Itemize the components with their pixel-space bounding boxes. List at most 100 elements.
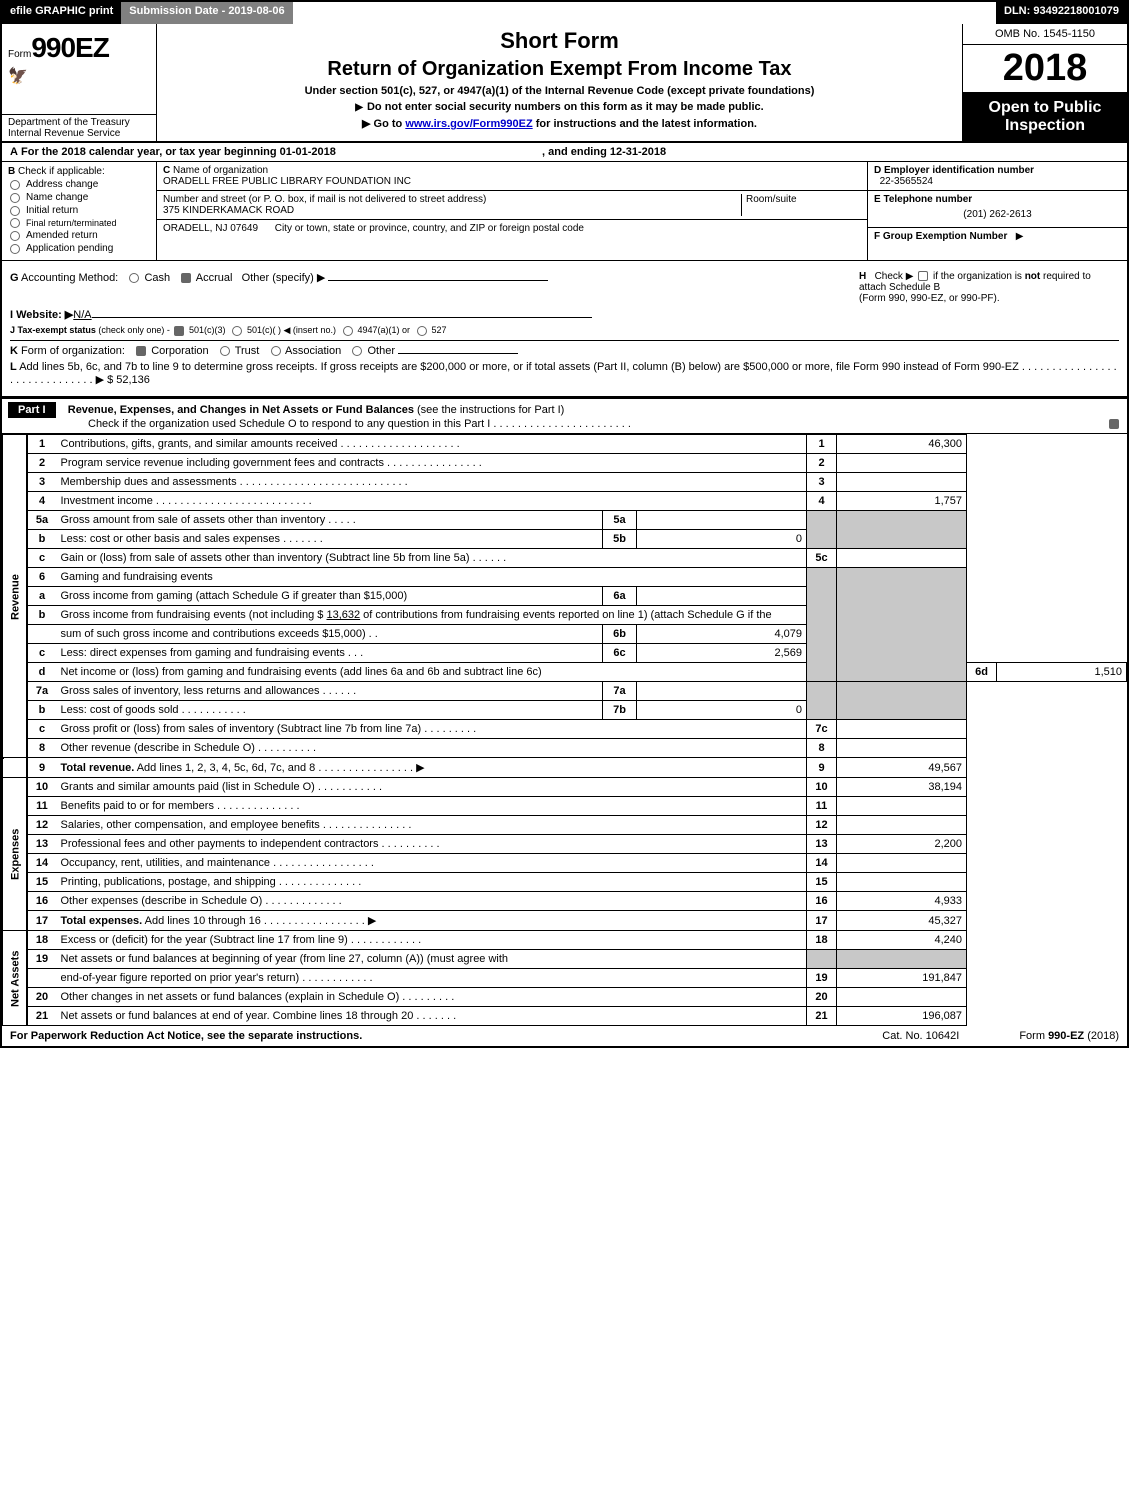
box-val bbox=[837, 816, 967, 835]
shade-cell bbox=[837, 682, 967, 720]
table-row: 8 Other revenue (describe in Schedule O)… bbox=[3, 739, 1127, 758]
amended-return-checkbox[interactable] bbox=[10, 231, 20, 241]
section-c: C Name of organization ORADELL FREE PUBL… bbox=[157, 162, 867, 260]
dept-line2: Internal Revenue Service bbox=[8, 128, 150, 139]
line-num: 18 bbox=[27, 931, 57, 950]
cat-no: Cat. No. 10642I bbox=[882, 1030, 959, 1042]
line-num: 3 bbox=[27, 473, 57, 492]
line-desc: Other changes in net assets or fund bala… bbox=[57, 988, 807, 1007]
line-num: b bbox=[27, 530, 57, 549]
sidecat-spacer bbox=[3, 758, 27, 778]
k-assoc-checkbox[interactable] bbox=[271, 346, 281, 356]
j-501c3-checkbox[interactable] bbox=[174, 326, 184, 336]
mini-num: 5b bbox=[603, 530, 637, 549]
box-num: 2 bbox=[807, 454, 837, 473]
j-opt2: 501(c)( ) ◀ (insert no.) bbox=[247, 325, 336, 335]
other-specify-input[interactable] bbox=[328, 280, 548, 281]
form-number: 990EZ bbox=[31, 32, 109, 63]
k-other-checkbox[interactable] bbox=[352, 346, 362, 356]
box-num: 15 bbox=[807, 873, 837, 892]
line-num: c bbox=[27, 549, 57, 568]
j-4947-checkbox[interactable] bbox=[343, 326, 353, 336]
line-a-label: A bbox=[10, 146, 18, 158]
line-h: H Check ▶ if the organization is not req… bbox=[859, 271, 1119, 304]
line-num: 4 bbox=[27, 492, 57, 511]
footer-form-label: Form bbox=[1019, 1030, 1048, 1042]
line-num: 5a bbox=[27, 511, 57, 530]
line-num: d bbox=[27, 663, 57, 682]
h-not: not bbox=[1025, 271, 1041, 282]
j-527-checkbox[interactable] bbox=[417, 326, 427, 336]
mini-num: 5a bbox=[603, 511, 637, 530]
k-other-input[interactable] bbox=[398, 353, 518, 354]
line-desc: Less: direct expenses from gaming and fu… bbox=[57, 644, 603, 663]
mini-val: 0 bbox=[637, 530, 807, 549]
ein-value: 22-3565524 bbox=[880, 176, 933, 187]
line-l: L Add lines 5b, 6c, and 7b to line 9 to … bbox=[10, 361, 1119, 386]
line-desc: Gross income from gaming (attach Schedul… bbox=[57, 587, 603, 606]
box-num: 10 bbox=[807, 778, 837, 797]
table-row: 20 Other changes in net assets or fund b… bbox=[3, 988, 1127, 1007]
application-pending-checkbox[interactable] bbox=[10, 244, 20, 254]
accrual-radio[interactable] bbox=[181, 273, 191, 283]
box-num: 6d bbox=[967, 663, 997, 682]
k-trust-checkbox[interactable] bbox=[220, 346, 230, 356]
name-change-checkbox[interactable] bbox=[10, 193, 20, 203]
city-value: ORADELL, NJ 07649 bbox=[163, 223, 258, 234]
box-val bbox=[837, 739, 967, 758]
j-sub: (check only one) - bbox=[98, 325, 170, 335]
line-desc: Gaming and fundraising events bbox=[57, 568, 807, 587]
table-row: Revenue 1 Contributions, gifts, grants, … bbox=[3, 435, 1127, 454]
footer-form-number: 990-EZ bbox=[1048, 1030, 1084, 1042]
under-section: Under section 501(c), 527, or 4947(a)(1)… bbox=[165, 85, 954, 97]
line-desc: Less: cost or other basis and sales expe… bbox=[57, 530, 603, 549]
total-exp-desc: Add lines 10 through 16 . . . . . . . . … bbox=[142, 915, 376, 927]
address-change-checkbox[interactable] bbox=[10, 180, 20, 190]
box-num: 19 bbox=[807, 969, 837, 988]
tax-year: 2018 bbox=[963, 45, 1127, 93]
line-desc: Gross sales of inventory, less returns a… bbox=[57, 682, 603, 701]
l-label: L bbox=[10, 361, 17, 373]
box-val: 2,200 bbox=[837, 835, 967, 854]
line-num: 11 bbox=[27, 797, 57, 816]
line-desc: Total revenue. Add lines 1, 2, 3, 4, 5c,… bbox=[57, 758, 807, 778]
efile-label: efile GRAPHIC print bbox=[2, 2, 121, 24]
line-num: 10 bbox=[27, 778, 57, 797]
part1-schedule-o-checkbox[interactable] bbox=[1109, 419, 1119, 429]
goto-post: for instructions and the latest informat… bbox=[533, 118, 757, 130]
dept-line1: Department of the Treasury bbox=[8, 117, 150, 128]
part1-subtitle: (see the instructions for Part I) bbox=[417, 404, 564, 416]
b-item-3: Final return/terminated bbox=[26, 218, 117, 228]
page-footer: For Paperwork Reduction Act Notice, see … bbox=[2, 1026, 1127, 1046]
final-return-checkbox[interactable] bbox=[10, 218, 20, 228]
city-row: ORADELL, NJ 07649 City or town, state or… bbox=[157, 220, 867, 237]
j-501c-checkbox[interactable] bbox=[232, 326, 242, 336]
shade-cell bbox=[837, 511, 967, 549]
mini-num: 7a bbox=[603, 682, 637, 701]
box-num: 20 bbox=[807, 988, 837, 1007]
g-text: Accounting Method: bbox=[21, 272, 118, 284]
line-desc: Program service revenue including govern… bbox=[57, 454, 807, 473]
header-mid: Short Form Return of Organization Exempt… bbox=[157, 24, 962, 141]
table-row: c Gain or (loss) from sale of assets oth… bbox=[3, 549, 1127, 568]
ssn-notice: Do not enter social security numbers on … bbox=[165, 101, 954, 113]
line-num: c bbox=[27, 644, 57, 663]
initial-return-checkbox[interactable] bbox=[10, 206, 20, 216]
check-if-label: Check if applicable: bbox=[18, 166, 105, 177]
box-val: 1,510 bbox=[997, 663, 1127, 682]
line-num: 6 bbox=[27, 568, 57, 587]
h-checkbox[interactable] bbox=[918, 271, 928, 281]
goto-link[interactable]: www.irs.gov/Form990EZ bbox=[405, 118, 532, 130]
ein-row: D Employer identification number 22-3565… bbox=[868, 162, 1127, 191]
table-row: 15 Printing, publications, postage, and … bbox=[3, 873, 1127, 892]
box-val: 4,933 bbox=[837, 892, 967, 911]
d-label: D Employer identification number bbox=[874, 165, 1034, 176]
k-corp-checkbox[interactable] bbox=[136, 346, 146, 356]
cash-radio[interactable] bbox=[129, 273, 139, 283]
mini-val bbox=[637, 511, 807, 530]
paperwork-notice: For Paperwork Reduction Act Notice, see … bbox=[10, 1030, 362, 1042]
irs-eagle-icon: 🦅 bbox=[2, 66, 156, 86]
line-desc: Other expenses (describe in Schedule O) … bbox=[57, 892, 807, 911]
mini-num: 7b bbox=[603, 701, 637, 720]
k-corp: Corporation bbox=[151, 345, 208, 357]
